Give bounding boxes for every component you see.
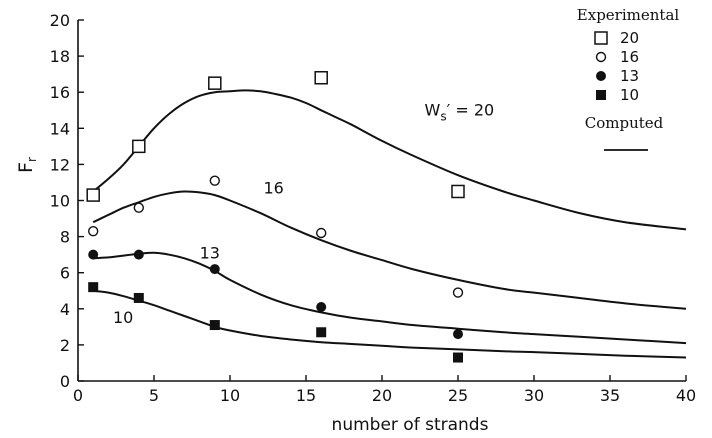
curve-label-main: W (425, 101, 441, 120)
legend-marker-16 (595, 51, 607, 63)
legend-entry-13: 13 (620, 67, 639, 85)
data-point-13 (88, 249, 99, 260)
y-tick-label: 8 (60, 228, 70, 247)
data-point-20 (451, 184, 465, 199)
curve-label-suffix: ′ = 20 (447, 101, 495, 120)
x-axis-label: number of strands (332, 415, 489, 435)
x-tick-label: 20 (372, 386, 392, 405)
x-tick-label: 25 (448, 386, 468, 405)
data-point-13 (316, 301, 327, 312)
y-tick-label: 12 (50, 155, 70, 174)
data-point-20 (132, 139, 146, 154)
data-point-10 (209, 320, 220, 331)
legend-title: Experimental (577, 6, 680, 24)
computed-curve-16 (92, 190, 687, 310)
computed-curves (92, 89, 687, 359)
data-point-16 (209, 175, 221, 186)
data-point-20 (86, 188, 100, 202)
legend-entry-16: 16 (620, 48, 639, 66)
x-tick-label: 40 (676, 386, 696, 405)
data-point-10 (316, 327, 327, 338)
data-point-13 (133, 249, 144, 260)
y-tick-label: 20 (50, 11, 70, 30)
x-tick-label: 30 (524, 386, 544, 405)
y-axis-label-sub: r (25, 157, 39, 162)
legend-marker-20 (594, 31, 608, 45)
data-point-20 (314, 71, 328, 85)
legend-marker-10 (596, 90, 606, 100)
data-point-16 (133, 202, 145, 213)
data-point-10 (88, 282, 99, 293)
x-tick-label: 15 (296, 386, 316, 405)
data-point-10 (453, 352, 463, 363)
y-tick-label: 6 (60, 264, 70, 283)
y-tick-label: 2 (60, 336, 70, 355)
axes: 0 5 10 15 20 25 30 35 40 0 2 4 6 8 10 12 14 16 18 20 (50, 11, 697, 405)
y-tick-label: 14 (50, 119, 70, 138)
computed-curve-10 (93, 289, 687, 359)
curve-labels: Ws′ = 20 16 13 10 (113, 101, 494, 328)
curve-label-16: 16 (263, 178, 283, 197)
data-point-20 (208, 76, 222, 90)
data-point-13 (209, 264, 220, 275)
curve-label-sub: s (440, 110, 446, 124)
data-point-13 (453, 329, 463, 340)
x-tick-label: 10 (220, 386, 240, 405)
computed-curve-13 (93, 251, 687, 345)
y-axis-label: Fr (15, 157, 39, 173)
y-tick-label: 16 (50, 83, 70, 102)
y-tick-label: 4 (60, 300, 70, 319)
legend-entry-10: 10 (620, 86, 639, 104)
curve-label-13: 13 (200, 243, 220, 262)
y-tick-label: 18 (50, 47, 70, 66)
legend-marker-13 (596, 71, 606, 81)
x-tick-label: 0 (73, 386, 83, 405)
computed-curve-20 (92, 89, 687, 231)
data-point-16 (87, 225, 99, 237)
curve-label-20: Ws′ = 20 (425, 101, 495, 124)
y-tick-label: 0 (60, 372, 70, 391)
y-axis-label-main: F (15, 162, 37, 173)
experimental-points (86, 71, 465, 363)
x-tick-label: 5 (149, 386, 159, 405)
data-point-16 (316, 227, 327, 239)
data-point-16 (452, 287, 464, 298)
y-tick-label: 10 (50, 192, 70, 211)
data-point-10 (133, 292, 144, 303)
legend-computed-label: Computed (585, 114, 664, 132)
x-tick-label: 35 (600, 386, 620, 405)
curve-label-10: 10 (113, 308, 133, 327)
legend-entry-20: 20 (620, 29, 639, 47)
